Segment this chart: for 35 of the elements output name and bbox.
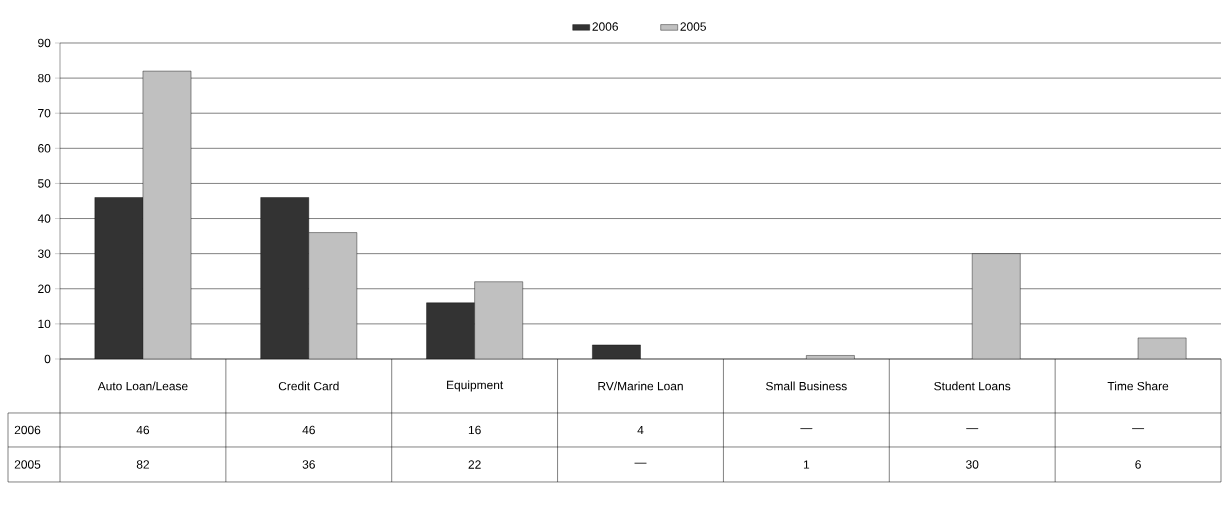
legend-label: 2006 (592, 22, 618, 31)
data-label: 36 (302, 460, 315, 469)
y-tick-label: 0 (44, 354, 51, 364)
legend-label: 2005 (680, 22, 706, 31)
x-tick-label: Time Share (1107, 381, 1169, 391)
data-label: 4 (637, 425, 644, 435)
x-tick-label: Small Business (766, 381, 847, 391)
data-label: 30 (966, 460, 979, 469)
text: 2006 (14, 425, 41, 435)
data-label: 1 (803, 460, 810, 469)
data-label: 16 (468, 425, 481, 435)
data-label: 22 (468, 460, 481, 469)
y-tick-label: 60 (38, 144, 51, 153)
x-tick-label: Equipment (447, 380, 504, 392)
data-label: 46 (302, 425, 315, 435)
text: — (800, 428, 813, 430)
x-tick-label: Student Loans (934, 381, 1011, 391)
y-tick-label: 50 (38, 179, 51, 188)
text: — (1132, 428, 1145, 430)
data-label: 46 (136, 425, 150, 435)
y-tick-label: 70 (38, 108, 51, 118)
data-label: 82 (136, 460, 149, 469)
data-label: 6 (1135, 460, 1141, 469)
y-tick-label: 10 (38, 319, 51, 329)
x-tick-label: Auto Loan/Lease (97, 381, 188, 391)
text: 2005 (14, 460, 41, 469)
y-tick-label: 40 (37, 214, 51, 223)
y-tick-label: 90 (38, 38, 51, 48)
text: — (634, 462, 647, 464)
x-tick-label: Credit Card (278, 381, 339, 391)
y-tick-label: 30 (37, 249, 51, 258)
y-tick-label: 80 (38, 73, 51, 83)
y-tick-label: 20 (38, 284, 51, 293)
x-tick-label: RV/Marine Loan (598, 381, 683, 391)
text: — (966, 428, 979, 430)
